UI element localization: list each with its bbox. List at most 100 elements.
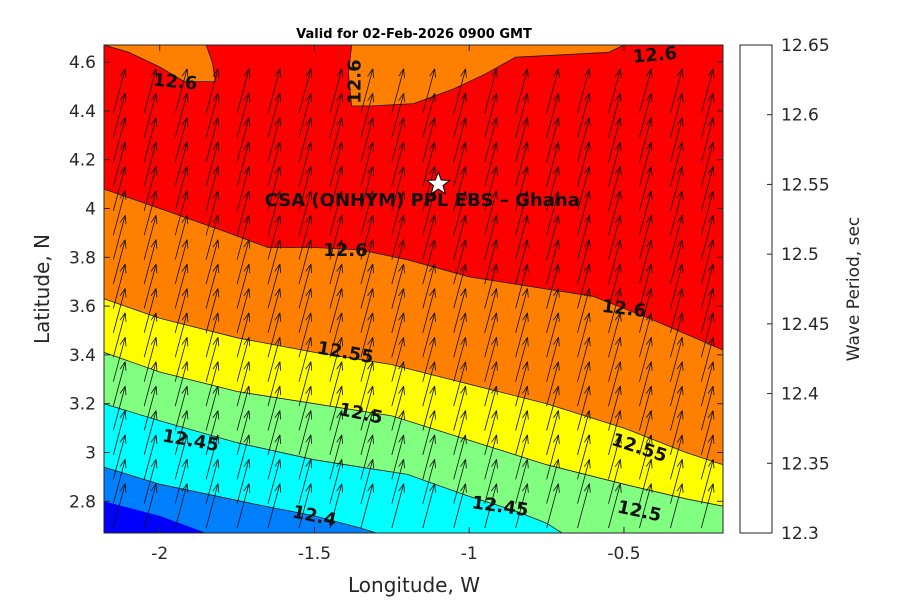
arrow-head <box>150 68 157 77</box>
wave-arrow <box>329 434 343 480</box>
arrow-head <box>279 142 282 152</box>
wave-arrow <box>298 93 313 138</box>
arrow-head <box>676 483 683 492</box>
arrow-head <box>155 459 158 469</box>
arrow-head <box>681 166 684 176</box>
arrow-head <box>181 166 188 175</box>
arrow-shaft <box>236 385 250 431</box>
arrow-head <box>341 93 343 103</box>
wave-arrow <box>205 337 220 382</box>
arrow-head <box>460 141 466 150</box>
arrow-head <box>243 337 250 345</box>
y-tick-label: 4.2 <box>69 151 96 171</box>
arrow-shaft <box>700 141 714 187</box>
arrow-head <box>336 385 343 394</box>
arrow-head <box>496 215 498 225</box>
arrow-head <box>119 385 126 394</box>
arrow-head <box>150 483 157 492</box>
arrow-head <box>398 385 405 394</box>
arrow-shaft <box>391 410 405 456</box>
arrow-shaft <box>577 385 590 431</box>
arrow-shaft <box>360 141 374 187</box>
arrow-shaft <box>546 239 559 285</box>
plot-frame <box>103 44 724 534</box>
arrow-shaft <box>670 459 683 504</box>
wave-arrow <box>670 385 684 431</box>
wave-arrow <box>453 215 467 260</box>
arrow-shaft <box>329 141 343 187</box>
arrow-head <box>650 410 653 420</box>
arrow-head <box>310 361 313 371</box>
arrow-head <box>491 385 497 394</box>
arrow-shaft <box>174 215 188 260</box>
arrow-head <box>712 361 715 371</box>
arrow-shaft <box>112 215 126 260</box>
arrow-head <box>155 117 158 127</box>
arrow-head <box>429 434 436 443</box>
arrow-shaft <box>515 385 528 431</box>
arrow-shaft <box>267 166 281 212</box>
arrow-head <box>186 264 189 274</box>
wave-arrow <box>422 410 436 456</box>
wave-arrow <box>484 263 498 309</box>
wave-arrow <box>112 337 127 382</box>
arrow-head <box>614 190 621 199</box>
arrow-shaft <box>515 483 528 529</box>
arrow-shaft <box>639 239 652 285</box>
arrow-shaft <box>484 337 497 382</box>
arrow-head <box>155 93 158 103</box>
arrow-shaft <box>700 239 714 285</box>
wave-arrow <box>639 117 653 163</box>
arrow-head <box>491 288 497 297</box>
arrow-shaft <box>422 312 436 358</box>
arrow-shaft <box>639 141 652 187</box>
arrow-head <box>491 93 497 101</box>
contour-label: 12.6 <box>152 70 198 95</box>
wave-arrow <box>205 361 220 407</box>
arrow-head <box>620 166 622 176</box>
wave-arrow <box>174 288 189 334</box>
arrow-shaft <box>391 385 405 431</box>
wave-arrow <box>143 215 158 260</box>
arrow-head <box>429 117 436 126</box>
arrow-head <box>645 93 652 101</box>
arrow-head <box>336 93 343 101</box>
arrow-head <box>150 239 157 248</box>
arrow-head <box>403 434 405 444</box>
arrow-head <box>155 239 158 249</box>
arrow-shaft <box>391 68 405 114</box>
arrow-head <box>496 239 498 249</box>
arrow-head <box>429 385 436 394</box>
arrow-head <box>681 117 684 127</box>
wave-arrow <box>205 166 220 212</box>
arrow-shaft <box>515 288 528 334</box>
arrow-head <box>372 410 374 420</box>
arrow-head <box>181 215 188 223</box>
arrow-shaft <box>391 190 405 236</box>
arrow-head <box>341 410 343 420</box>
wave-arrow <box>608 215 622 260</box>
arrow-head <box>676 117 683 126</box>
wave-arrow <box>329 68 343 114</box>
wave-arrow <box>143 263 158 309</box>
arrow-head <box>181 337 188 345</box>
arrow-shaft <box>608 434 621 480</box>
arrow-shaft <box>236 166 250 212</box>
arrow-head <box>341 386 343 396</box>
arrow-head <box>558 312 560 322</box>
wave-arrow <box>329 337 343 382</box>
wave-arrow <box>608 434 622 480</box>
arrow-head <box>150 459 157 467</box>
arrow-head <box>310 142 313 152</box>
wave-arrow <box>236 117 251 163</box>
wave-arrow <box>143 93 158 138</box>
arrow-head <box>336 166 343 175</box>
wave-arrow <box>515 459 529 504</box>
arrow-head <box>465 166 467 176</box>
wave-arrow <box>360 141 374 187</box>
arrow-head <box>429 68 436 77</box>
wave-arrow <box>329 215 343 260</box>
arrow-shaft <box>143 312 157 358</box>
arrow-shaft <box>670 239 683 285</box>
arrow-head <box>527 68 529 78</box>
